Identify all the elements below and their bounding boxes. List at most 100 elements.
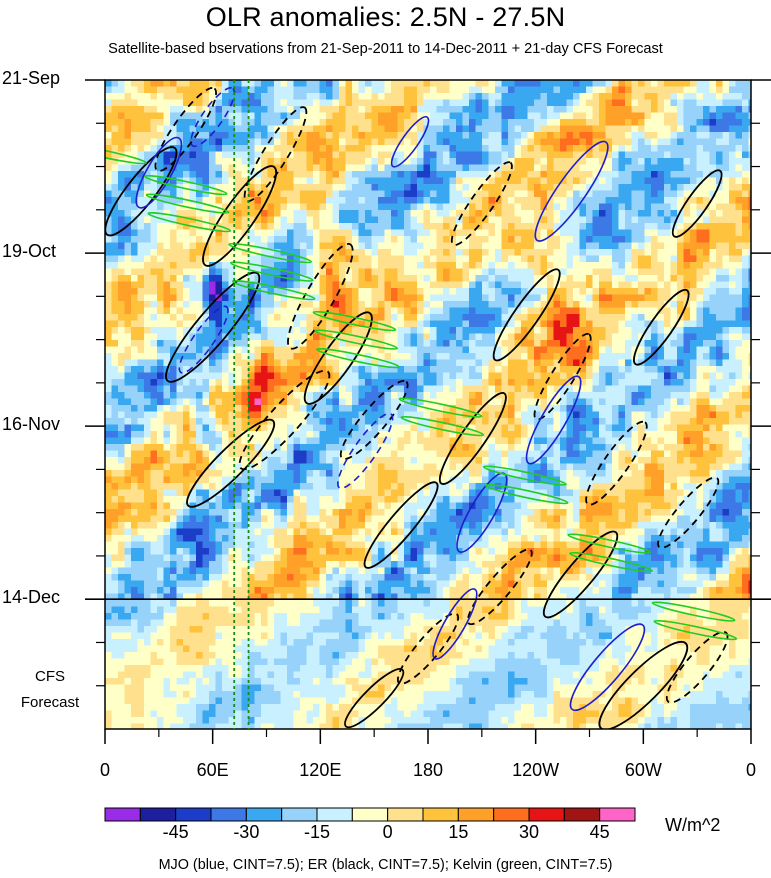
heat-cell — [638, 288, 645, 295]
heat-cell — [566, 80, 574, 87]
heat-cell — [592, 86, 600, 94]
heat-cell — [215, 314, 223, 321]
heat-cell — [657, 392, 665, 399]
heat-cell — [553, 398, 561, 406]
heat-cell — [384, 229, 392, 237]
heat-cell — [300, 151, 307, 159]
heat-cell — [254, 307, 262, 315]
heat-cell — [339, 340, 346, 347]
heat-cell — [631, 106, 639, 113]
heat-cell — [514, 158, 522, 165]
heat-cell — [547, 229, 554, 237]
heat-cell — [202, 340, 210, 347]
heat-cell — [410, 125, 418, 133]
heat-cell — [157, 164, 164, 172]
heat-cell — [235, 327, 242, 334]
heat-cell — [560, 223, 567, 230]
heat-cell — [514, 229, 522, 237]
heat-cell — [436, 236, 444, 243]
heat-cell — [118, 294, 125, 302]
heat-cell — [579, 294, 587, 302]
heat-cell — [716, 236, 723, 243]
heat-cell — [378, 255, 385, 263]
heat-cell — [183, 307, 190, 315]
heat-cell — [631, 164, 639, 172]
heat-cell — [683, 164, 691, 172]
heat-cell — [716, 327, 723, 334]
heat-cell — [371, 392, 379, 399]
heat-cell — [651, 275, 658, 282]
heat-cell — [514, 119, 522, 126]
heat-cell — [560, 327, 567, 334]
heat-cell — [371, 366, 379, 373]
heat-cell — [618, 125, 626, 133]
heat-cell — [443, 197, 450, 204]
heat-cell — [241, 242, 249, 250]
heat-cell — [651, 210, 658, 217]
heat-cell — [430, 125, 437, 133]
heat-cell — [690, 320, 697, 328]
heat-cell — [475, 112, 483, 120]
heat-cell — [469, 288, 476, 295]
heat-cell — [735, 158, 743, 165]
heat-cell — [235, 210, 242, 217]
heat-cell — [235, 145, 242, 152]
heat-cell — [235, 340, 242, 347]
heat-cell — [501, 268, 509, 276]
heat-cell — [339, 125, 346, 133]
heat-cell — [332, 158, 340, 165]
heat-cell — [241, 249, 249, 256]
heat-cell — [573, 106, 580, 113]
heat-cell — [313, 138, 320, 146]
heat-cell — [456, 197, 463, 204]
heat-cell — [287, 158, 294, 165]
heat-cell — [248, 138, 255, 146]
heat-cell — [215, 288, 223, 295]
heat-cell — [716, 145, 723, 152]
heat-cell — [209, 320, 216, 328]
heat-cell — [722, 197, 730, 204]
heat-cell — [267, 359, 275, 367]
heat-cell — [742, 392, 749, 399]
heat-cell — [345, 158, 353, 165]
heat-cell — [599, 333, 606, 341]
heat-cell — [462, 99, 470, 107]
heat-cell — [579, 125, 587, 133]
heat-cell — [124, 210, 132, 217]
heat-cell — [365, 151, 372, 159]
heat-cell — [488, 288, 496, 295]
heat-cell — [430, 80, 437, 87]
heat-cell — [235, 197, 242, 204]
heat-cell — [456, 268, 463, 276]
heat-cell — [488, 190, 496, 198]
heat-cell — [209, 314, 216, 321]
heat-cell — [345, 210, 353, 217]
heat-cell — [436, 203, 444, 211]
heat-cell — [592, 236, 600, 243]
heat-cell — [306, 392, 314, 399]
heat-cell — [313, 372, 320, 380]
heat-cell — [183, 210, 190, 217]
heat-cell — [716, 333, 723, 341]
heat-cell — [573, 359, 580, 367]
heat-cell — [586, 249, 593, 256]
heat-cell — [469, 132, 476, 139]
heat-cell — [352, 262, 359, 269]
heat-cell — [280, 398, 288, 406]
heat-cell — [300, 372, 307, 380]
heat-cell — [560, 216, 567, 224]
heat-cell — [625, 307, 632, 315]
heat-cell — [326, 229, 333, 237]
heat-cell — [644, 132, 652, 139]
heat-cell — [482, 210, 489, 217]
heat-cell — [599, 171, 606, 178]
heat-cell — [657, 203, 665, 211]
heat-cell — [417, 203, 424, 211]
heat-cell — [722, 112, 730, 120]
heat-cell — [436, 99, 444, 107]
heat-cell — [280, 132, 288, 139]
heat-cell — [228, 327, 236, 334]
heat-cell — [183, 184, 190, 191]
heat-cell — [124, 184, 132, 191]
heat-cell — [651, 106, 658, 113]
